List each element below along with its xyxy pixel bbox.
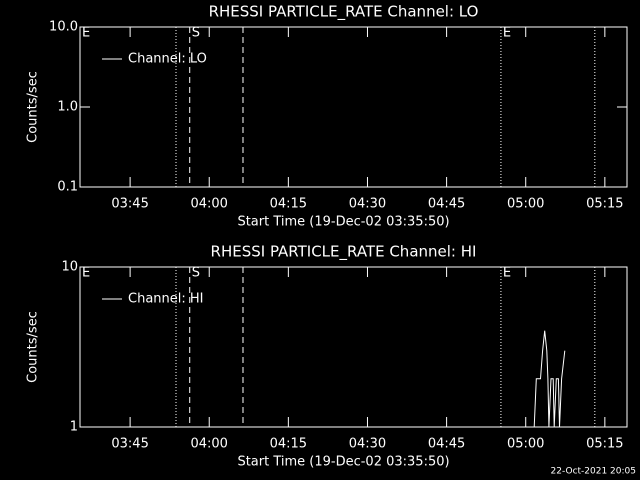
flag-label: S	[192, 26, 200, 41]
x-tick-label: 04:30	[349, 197, 386, 212]
y-tick-label: 10.0	[49, 20, 78, 35]
chart-title: RHESSI PARTICLE_RATE Channel: LO	[209, 3, 479, 22]
x-tick-label: 04:30	[349, 437, 386, 452]
x-tick-label: 03:45	[111, 437, 148, 452]
y-tick-label: 10	[61, 260, 78, 275]
x-tick-label: 04:45	[428, 197, 465, 212]
x-tick-label: 05:15	[586, 197, 623, 212]
x-tick-label: 03:45	[111, 197, 148, 212]
data-line	[533, 330, 566, 428]
x-tick-label: 05:00	[507, 197, 544, 212]
y-tick-label: 1	[70, 420, 78, 435]
x-tick-label: 04:15	[270, 437, 307, 452]
x-axis-label: Start Time (19-Dec-02 03:35:50)	[237, 215, 449, 230]
legend-label: Channel: HI	[128, 292, 204, 307]
flag-label: E	[82, 266, 90, 281]
chart-title: RHESSI PARTICLE_RATE Channel: HI	[211, 243, 477, 262]
x-tick-label: 04:00	[190, 197, 227, 212]
x-tick-label: 04:45	[428, 437, 465, 452]
legend-label: Channel: LO	[128, 52, 207, 67]
y-tick-label: 1.0	[57, 100, 78, 115]
y-tick-label: 0.1	[57, 180, 78, 195]
x-tick-label: 04:00	[190, 437, 227, 452]
x-tick-label: 04:15	[270, 197, 307, 212]
x-axis-label: Start Time (19-Dec-02 03:35:50)	[237, 455, 449, 470]
flag-label: E	[82, 26, 90, 41]
flag-label: E	[503, 266, 511, 281]
x-tick-label: 05:00	[507, 437, 544, 452]
y-axis-label: Counts/sec	[26, 71, 41, 143]
flag-label: S	[192, 266, 200, 281]
footer-timestamp: 22-Oct-2021 20:05	[551, 467, 636, 477]
x-tick-label: 05:15	[586, 437, 623, 452]
y-axis-label: Counts/sec	[26, 311, 41, 383]
flag-label: E	[503, 26, 511, 41]
